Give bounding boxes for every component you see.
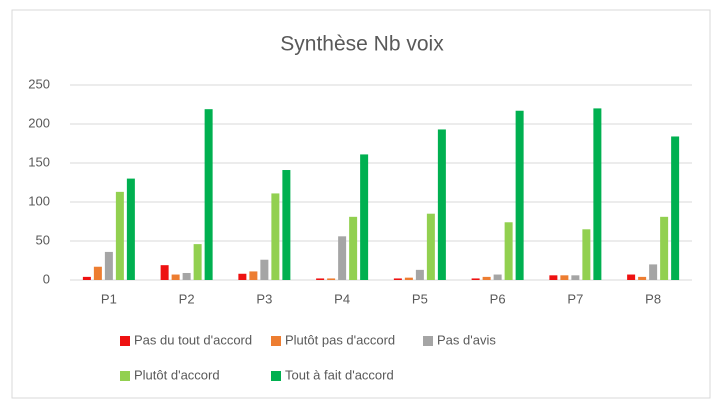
- legend-label: Pas du tout d'accord: [134, 332, 252, 347]
- bar: [260, 259, 269, 280]
- bar: [349, 216, 358, 280]
- bar: [115, 191, 124, 280]
- y-tick-label: 250: [28, 76, 50, 91]
- bar: [415, 269, 424, 280]
- bar: [471, 278, 480, 280]
- bar: [204, 109, 213, 281]
- bar: [627, 274, 636, 280]
- bar: [660, 216, 669, 280]
- bar: [126, 178, 135, 280]
- bar: [504, 222, 513, 280]
- bar: [582, 229, 591, 280]
- legend-label: Tout à fait d'accord: [285, 367, 394, 382]
- bar: [316, 278, 325, 280]
- bar: [271, 193, 280, 280]
- y-tick-label: 150: [28, 154, 50, 169]
- x-tick-label: P1: [101, 291, 117, 306]
- bar: [171, 274, 180, 280]
- legend-swatch: [271, 336, 281, 346]
- legend-swatch: [271, 371, 281, 381]
- legend-swatch: [120, 336, 130, 346]
- x-tick-label: P5: [412, 291, 428, 306]
- legend-swatch: [120, 371, 130, 381]
- bar: [482, 276, 491, 280]
- bar: [238, 273, 247, 280]
- bar: [282, 170, 291, 280]
- bar: [404, 277, 413, 280]
- bar: [437, 129, 446, 280]
- y-tick-label: 0: [43, 271, 50, 286]
- legend-label: Pas d'avis: [437, 332, 496, 347]
- bar: [671, 136, 680, 280]
- bar: [104, 251, 113, 280]
- bar: [593, 108, 602, 281]
- bar: [327, 278, 336, 280]
- bar: [360, 154, 369, 280]
- bar: [638, 276, 647, 280]
- bar: [93, 266, 102, 280]
- y-tick-label: 100: [28, 193, 50, 208]
- bar: [549, 275, 558, 280]
- y-tick-label: 200: [28, 115, 50, 130]
- bar: [560, 275, 569, 280]
- bar: [182, 272, 191, 280]
- legend-label: Plutôt d'accord: [134, 367, 220, 382]
- x-tick-label: P2: [179, 291, 195, 306]
- bar: [493, 274, 502, 280]
- bar: [160, 265, 169, 280]
- bar: [82, 276, 91, 280]
- legend-label: Plutôt pas d'accord: [285, 332, 395, 347]
- y-tick-label: 50: [36, 232, 50, 247]
- x-tick-label: P7: [567, 291, 583, 306]
- bar: [571, 275, 580, 280]
- x-tick-label: P8: [645, 291, 661, 306]
- bar: [249, 271, 258, 280]
- bar: [393, 278, 402, 280]
- bar: [649, 264, 658, 280]
- bar: [338, 236, 347, 280]
- x-tick-label: P6: [490, 291, 506, 306]
- bar: [515, 110, 524, 281]
- x-tick-label: P3: [256, 291, 272, 306]
- legend-swatch: [423, 336, 433, 346]
- bar: [193, 244, 202, 280]
- chart-title: Synthèse Nb voix: [280, 33, 444, 56]
- bar: [426, 213, 435, 280]
- x-tick-label: P4: [334, 291, 350, 306]
